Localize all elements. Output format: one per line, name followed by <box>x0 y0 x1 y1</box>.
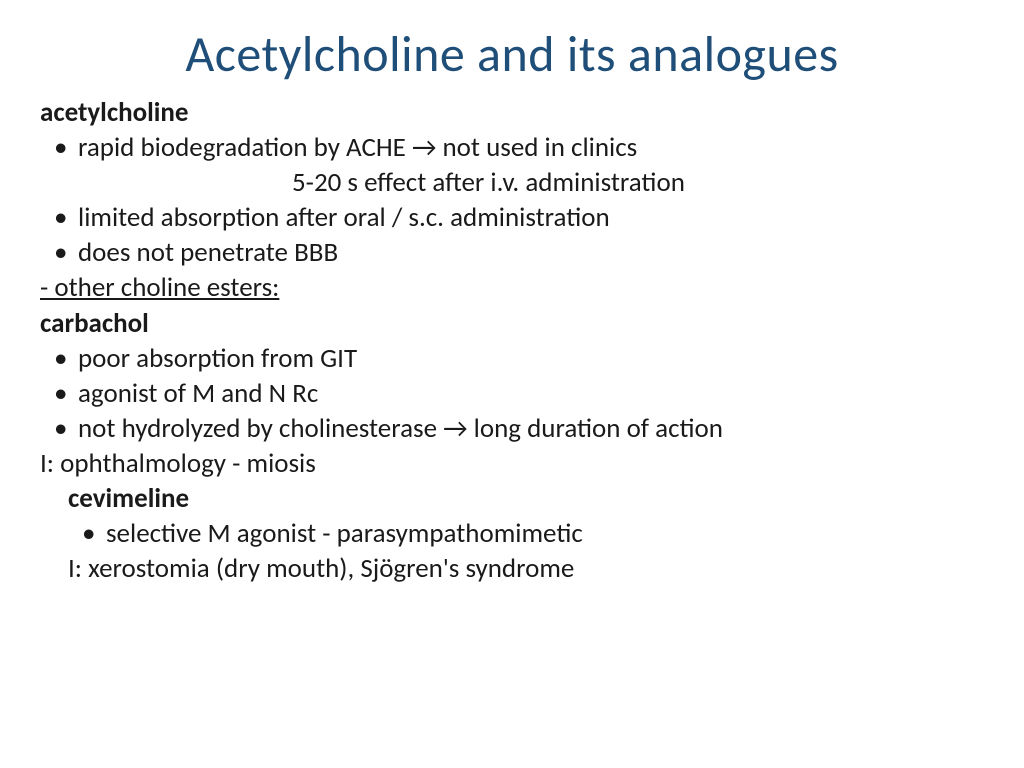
heading-acetylcholine: acetylcholine <box>40 95 984 130</box>
heading-other-esters: - other choline esters: <box>40 270 984 305</box>
subline-effect: 5-20 s effect after i.v. administration <box>40 165 984 200</box>
slide-title: Acetylcholine and its analogues <box>40 24 984 85</box>
footer-cevimeline: I: xerostomia (dry mouth), Sjögren's syn… <box>68 551 984 586</box>
bullets-acetylcholine-cont: limited absorption after oral / s.c. adm… <box>40 200 984 270</box>
bullet-item: selective M agonist - parasympathomimeti… <box>106 516 984 551</box>
slide-container: Acetylcholine and its analogues acetylch… <box>0 0 1024 586</box>
bullet-item: agonist of M and N Rc <box>78 376 984 411</box>
bullet-item: rapid biodegradation by ACHE → not used … <box>78 130 984 165</box>
heading-cevimeline: cevimeline <box>68 481 984 516</box>
footer-carbachol: I: ophthalmology - miosis <box>40 446 984 481</box>
bullet-item: poor absorption from GIT <box>78 341 984 376</box>
heading-carbachol: carbachol <box>40 306 984 341</box>
section-other-esters: - other choline esters: carbachol poor a… <box>40 270 984 481</box>
bullet-item: limited absorption after oral / s.c. adm… <box>78 200 984 235</box>
bullets-cevimeline: selective M agonist - parasympathomimeti… <box>68 516 984 551</box>
bullets-acetylcholine: rapid biodegradation by ACHE → not used … <box>40 130 984 165</box>
section-acetylcholine: acetylcholine rapid biodegradation by AC… <box>40 95 984 270</box>
bullet-item: does not penetrate BBB <box>78 235 984 270</box>
section-cevimeline: cevimeline selective M agonist - parasym… <box>40 481 984 586</box>
bullets-carbachol: poor absorption from GIT agonist of M an… <box>40 341 984 446</box>
bullet-item: not hydrolyzed by cholinesterase → long … <box>78 411 984 446</box>
